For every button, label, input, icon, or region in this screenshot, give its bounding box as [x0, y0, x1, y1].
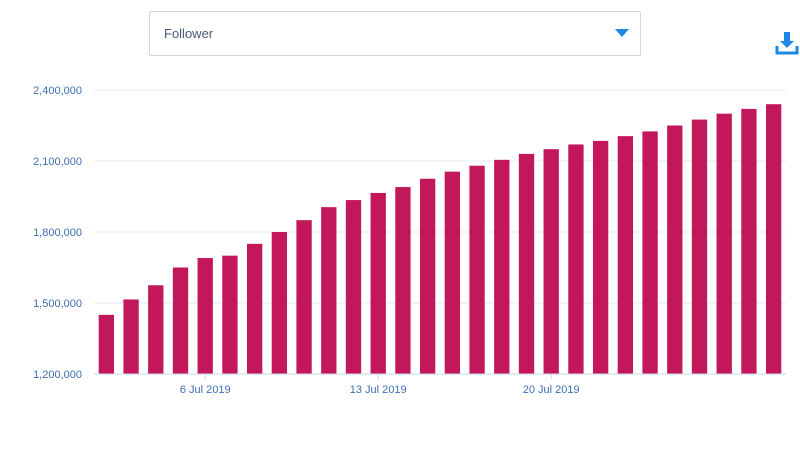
y-tick-label: 2,400,000 [33, 85, 82, 97]
y-tick-label: 1,500,000 [33, 298, 82, 310]
bar[interactable] [395, 187, 411, 374]
x-tick-label: 6 Jul 2019 [180, 384, 231, 396]
bar[interactable] [148, 285, 164, 374]
bar[interactable] [370, 192, 386, 374]
bar[interactable] [741, 108, 757, 374]
metric-dropdown[interactable]: Follower [149, 11, 641, 56]
bar[interactable] [321, 207, 337, 374]
bar[interactable] [444, 171, 461, 374]
bar[interactable] [345, 200, 362, 374]
bar[interactable] [197, 258, 213, 374]
dropdown-selected-label: Follower [164, 26, 214, 41]
bar[interactable] [568, 144, 584, 374]
bar[interactable] [617, 136, 634, 374]
bar[interactable] [494, 159, 510, 374]
x-tick-label: 13 Jul 2019 [350, 384, 407, 396]
x-tick-label: 20 Jul 2019 [523, 384, 580, 396]
bar[interactable] [419, 178, 436, 374]
bar[interactable] [765, 104, 782, 374]
bar[interactable] [543, 149, 559, 374]
bar[interactable] [246, 243, 263, 374]
y-axis-ticks: 1,200,000 1,500,000 1,800,000 2,100,000 2,40… [33, 85, 82, 381]
bar[interactable] [518, 153, 535, 374]
y-tick-label: 1,800,000 [33, 227, 82, 239]
bar[interactable] [123, 299, 139, 374]
y-tick-label: 1,200,000 [33, 369, 82, 381]
bar[interactable] [271, 232, 288, 374]
bar[interactable] [222, 255, 238, 374]
bar[interactable] [172, 267, 189, 375]
x-axis-ticks: 6 Jul 2019 13 Jul 2019 20 Jul 2019 [94, 373, 786, 396]
download-icon[interactable] [774, 30, 800, 56]
bar[interactable] [691, 119, 708, 374]
caret-down-icon[interactable] [615, 29, 629, 37]
y-tick-label: 2,100,000 [33, 156, 82, 168]
bar[interactable] [469, 165, 485, 374]
bar[interactable] [98, 314, 115, 374]
bar[interactable] [716, 113, 732, 375]
bar[interactable] [296, 220, 312, 374]
bar[interactable] [667, 125, 683, 375]
bar[interactable] [642, 131, 658, 374]
bar[interactable] [592, 140, 609, 374]
bars [98, 104, 782, 375]
